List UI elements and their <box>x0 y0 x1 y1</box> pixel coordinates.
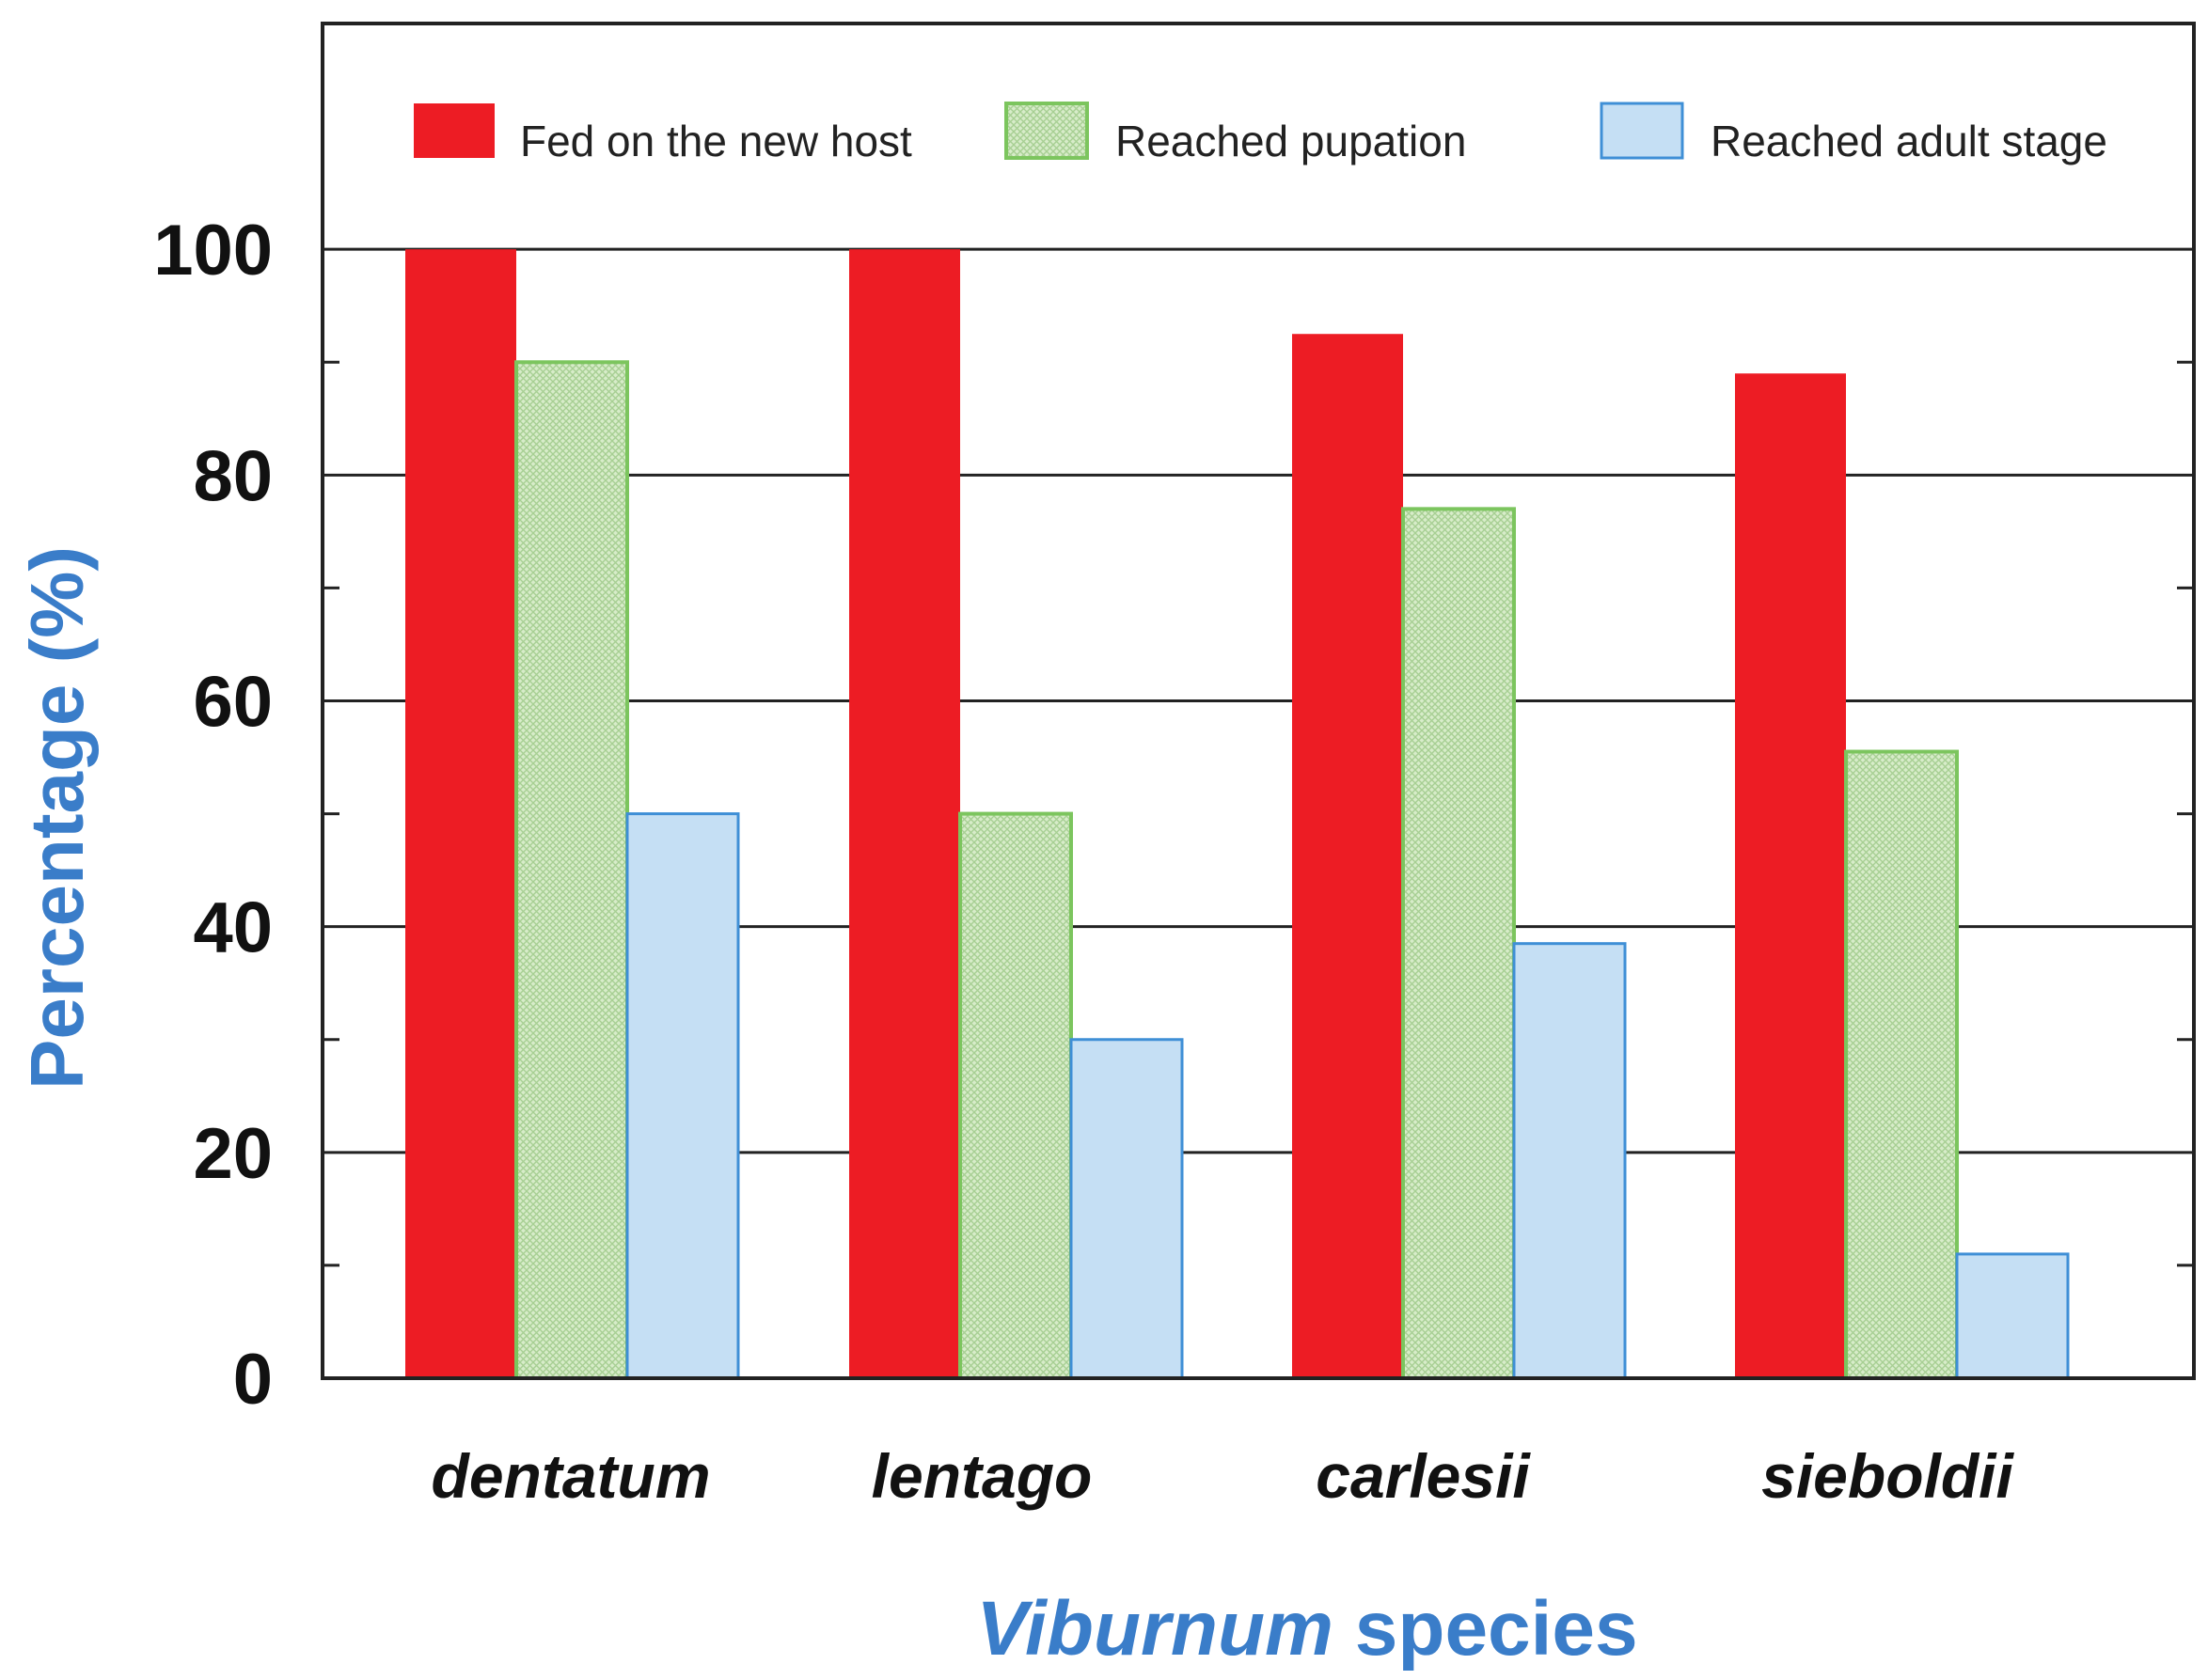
y-axis-label: Percentage (%) <box>15 546 99 1090</box>
x-axis-categories: dentatum lentago carlesii sieboldii <box>432 1441 2015 1511</box>
legend-swatch-1 <box>414 103 495 158</box>
bar-carlesii-series-1 <box>1292 334 1403 1379</box>
x-tick-label-carlesii: carlesii <box>1316 1441 1531 1511</box>
x-axis-label: Viburnum species <box>976 1586 1637 1672</box>
legend-label-1: Fed on the new host <box>520 117 912 165</box>
y-tick-label: 40 <box>193 888 273 968</box>
legend-swatch-3 <box>1600 102 1684 160</box>
x-tick-label-sieboldii: sieboldii <box>1761 1441 2014 1511</box>
x-tick-label-lentago: lentago <box>872 1441 1093 1511</box>
bar-lentago-series-1 <box>849 249 960 1379</box>
y-axis-ticks: 0 20 40 60 80 100 <box>153 211 2194 1420</box>
bar-carlesii-series-2 <box>1401 507 1516 1380</box>
bar-lentago-series-3 <box>1069 1038 1184 1380</box>
x-axis-label-rest: species <box>1333 1586 1638 1672</box>
bar-dentatum-series-1 <box>405 249 516 1379</box>
legend-swatch-2 <box>1004 102 1089 160</box>
plot-frame <box>321 22 2196 1380</box>
bar-lentago-series-2 <box>958 811 1073 1380</box>
x-axis-label-genus: Viburnum <box>976 1586 1333 1672</box>
y-tick-label: 60 <box>193 663 273 743</box>
y-tick-label: 80 <box>193 436 273 516</box>
bar-sieboldii-series-2 <box>1844 749 1959 1380</box>
x-tick-label-dentatum: dentatum <box>432 1441 711 1511</box>
y-tick-label: 0 <box>233 1340 273 1420</box>
bar-sieboldii-series-1 <box>1735 373 1846 1379</box>
y-tick-label: 20 <box>193 1114 273 1194</box>
bars <box>405 249 2070 1380</box>
bar-dentatum-series-2 <box>514 360 629 1380</box>
y-tick-label: 100 <box>153 211 273 290</box>
bar-sieboldii-series-3 <box>1955 1252 2070 1380</box>
bar-dentatum-series-3 <box>625 812 740 1380</box>
legend: Fed on the new host Reached pupation Reach… <box>414 102 2107 165</box>
legend-label-2: Reached pupation <box>1115 117 1466 165</box>
bar-carlesii-series-3 <box>1512 942 1627 1380</box>
legend-label-3: Reached adult stage <box>1711 117 2107 165</box>
